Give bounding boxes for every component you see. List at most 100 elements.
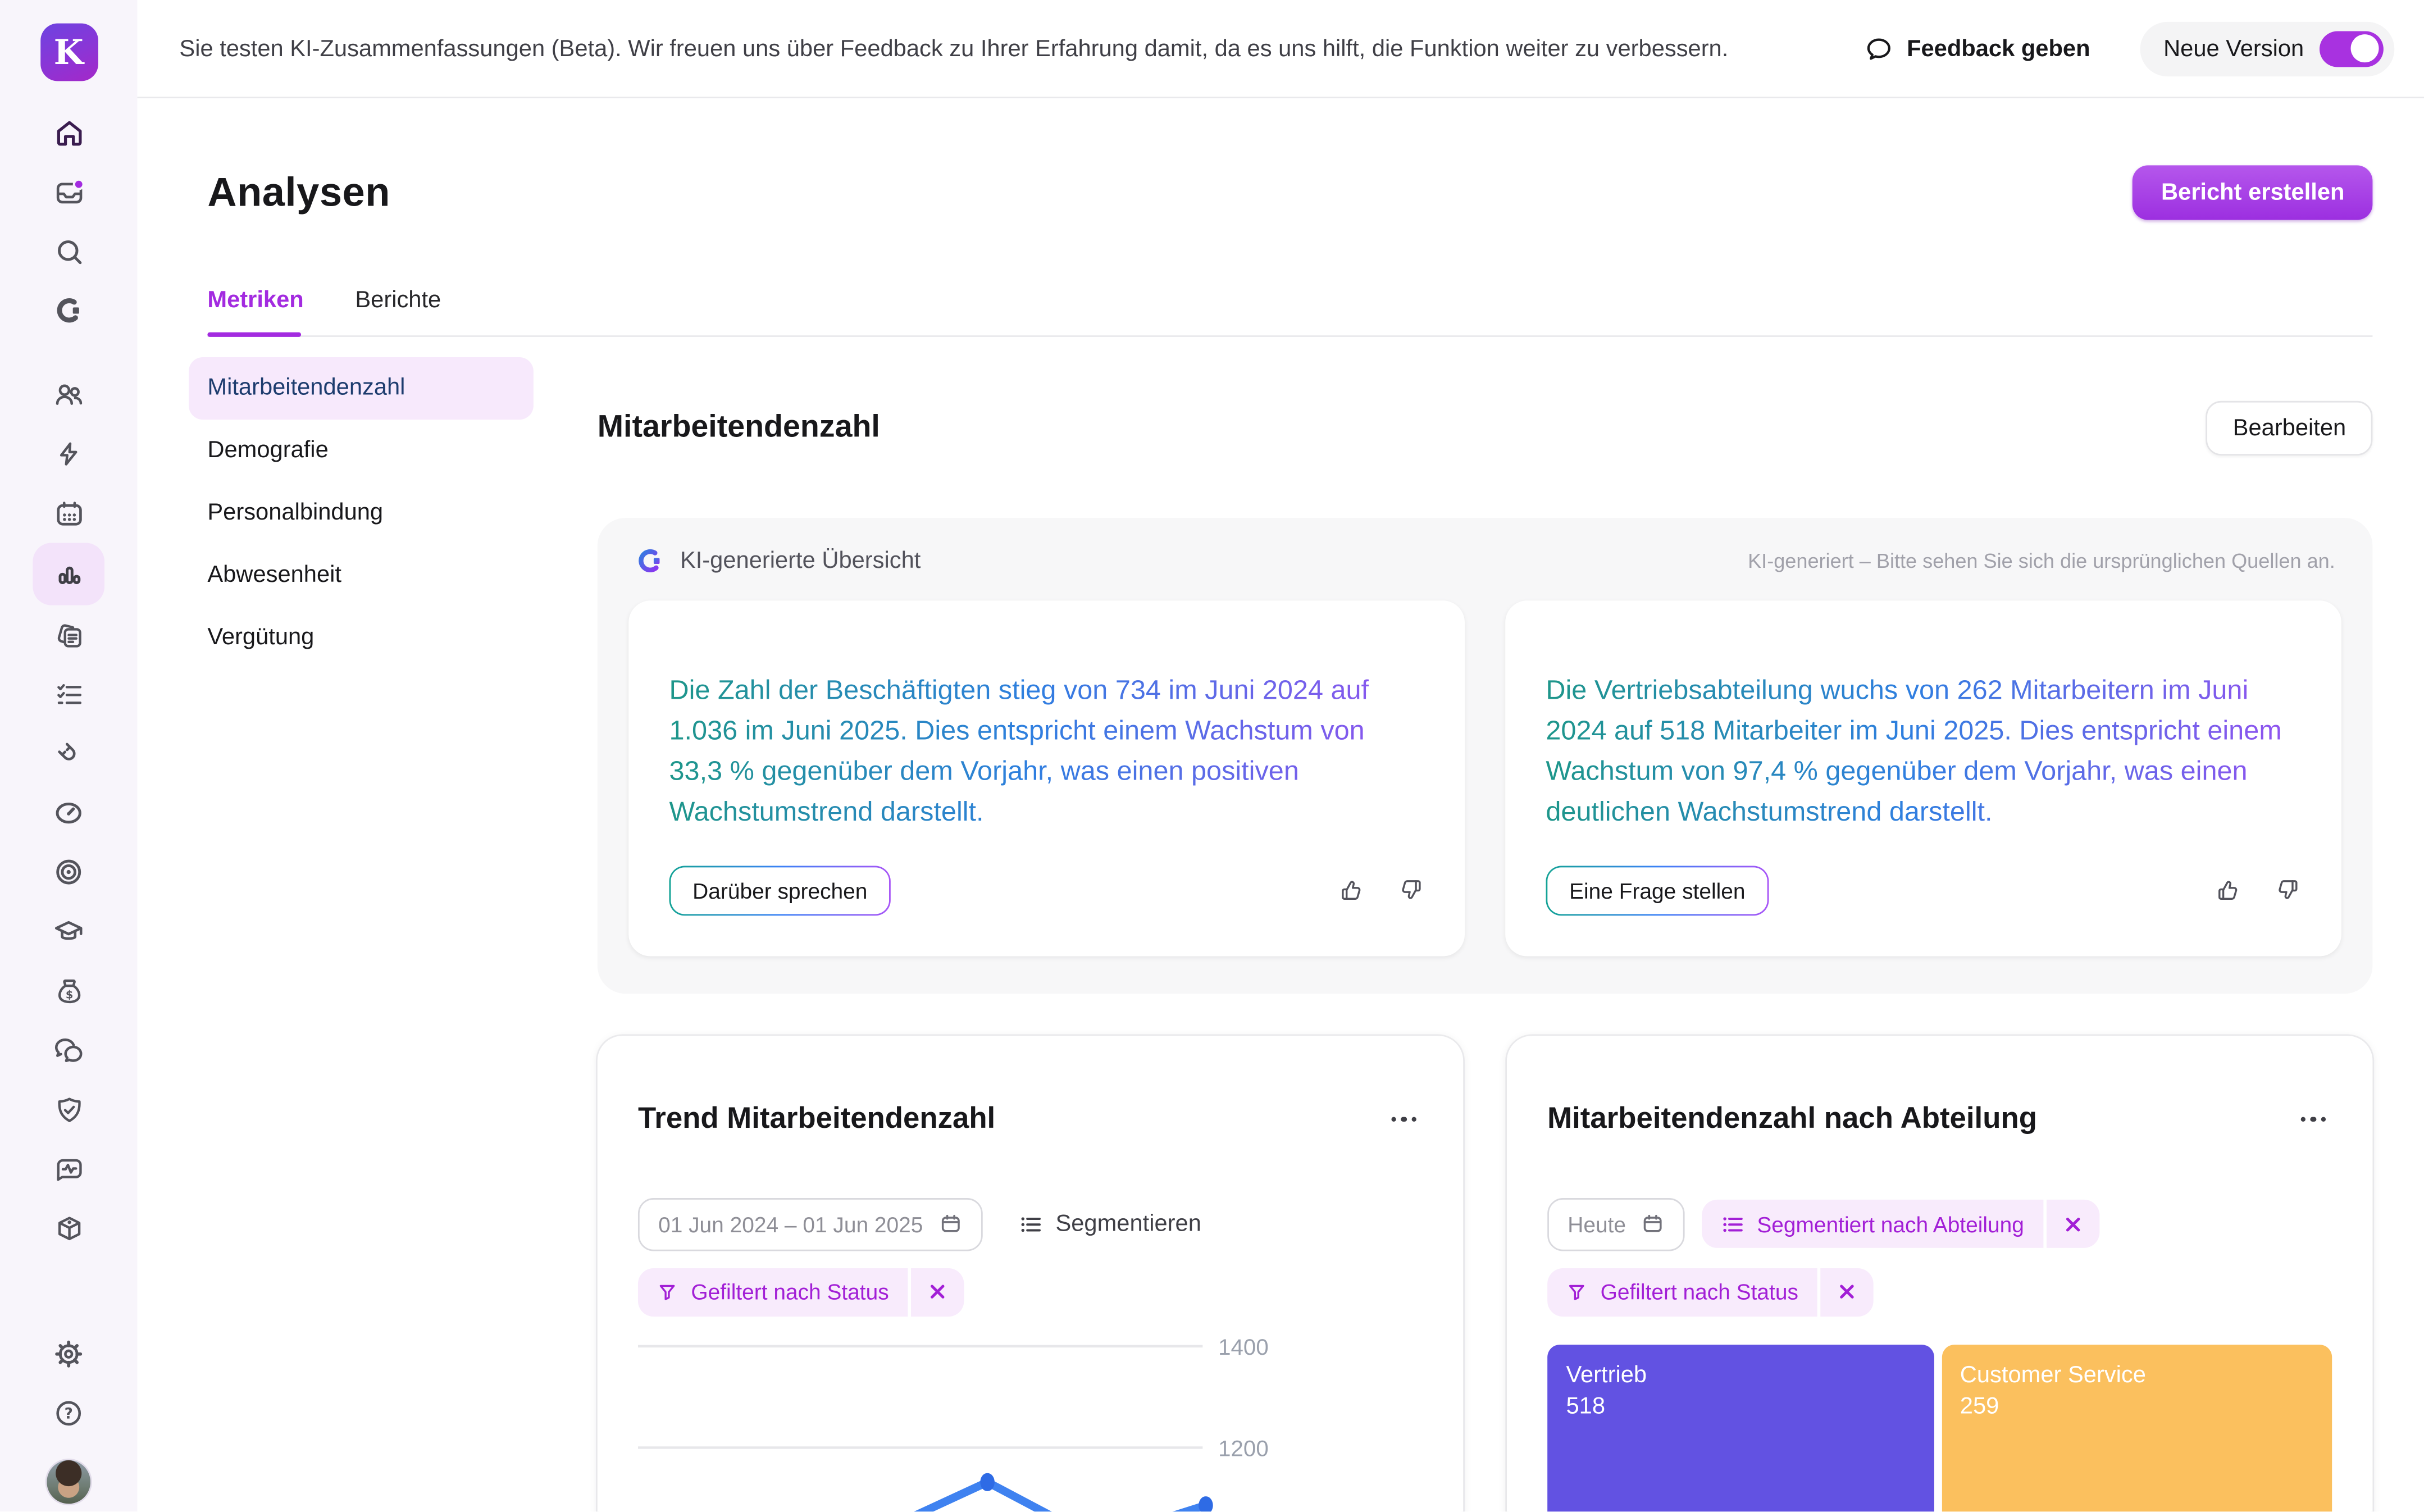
section-title: Mitarbeitendenzahl xyxy=(597,411,880,445)
toggle-knob xyxy=(2350,34,2379,63)
y-axis-tick-label: 1200 xyxy=(1218,1435,1269,1460)
engagement-pulse-icon[interactable] xyxy=(33,1139,104,1199)
integrations-cube-icon[interactable] xyxy=(33,1198,104,1258)
page-title: Analysen xyxy=(207,169,390,216)
ai-assistant-icon[interactable] xyxy=(33,281,104,340)
calendar-icon[interactable] xyxy=(33,484,104,543)
tab-bar: Metriken Berichte xyxy=(207,286,2373,337)
data-point[interactable] xyxy=(1199,1495,1213,1512)
treemap-cell-value: 259 xyxy=(1960,1392,1999,1419)
calendar-icon xyxy=(1644,1214,1662,1232)
settings-gear-icon[interactable] xyxy=(33,1324,104,1384)
segment-chip-department: Segmentiert nach Abteilung xyxy=(1702,1199,2099,1248)
thumbs-up-icon[interactable] xyxy=(1338,877,1365,903)
headcount-by-department-card: Mitarbeitendenzahl nach Abteilung Heute xyxy=(1506,1035,2373,1512)
segment-list-icon xyxy=(1020,1216,1041,1231)
ai-summary-card-headcount: Die Zahl der Beschäftigten stieg von 734… xyxy=(628,600,1465,956)
inbox-icon[interactable] xyxy=(33,162,104,222)
home-icon[interactable] xyxy=(33,103,104,162)
treemap-cell-label: Vertrieb xyxy=(1566,1361,1647,1388)
filter-chip-remove[interactable] xyxy=(910,1267,964,1316)
close-icon xyxy=(930,1285,945,1299)
thumbs-down-icon[interactable] xyxy=(1398,877,1424,903)
filter-chip-label-wrap[interactable]: Gefiltert nach Status xyxy=(637,1267,908,1316)
payroll-moneybag-icon[interactable]: $ xyxy=(33,961,104,1021)
metrics-nav-item-demografie[interactable]: Demografie xyxy=(207,437,329,464)
ai-sparkle-icon xyxy=(639,549,660,572)
sidebar: K xyxy=(0,0,138,1512)
segment-label: Segmentieren xyxy=(1055,1210,1201,1237)
thumbs-down-icon[interactable] xyxy=(2274,877,2300,903)
create-report-button[interactable]: Bericht erstellen xyxy=(2133,166,2373,221)
user-avatar[interactable] xyxy=(45,1458,92,1506)
card-menu-button[interactable] xyxy=(2294,1110,2332,1128)
close-icon xyxy=(1839,1285,1854,1299)
learning-graduation-icon[interactable] xyxy=(33,901,104,961)
help-icon[interactable]: ? xyxy=(33,1384,104,1443)
date-range-picker[interactable]: 01 Jun 2024 – 01 Jun 2025 xyxy=(637,1197,982,1251)
filter-chip-label-wrap[interactable]: Gefiltert nach Status xyxy=(1547,1267,1817,1316)
feedback-label: Feedback geben xyxy=(1907,35,2090,62)
metrics-nav-item-abwesenheit[interactable]: Abwesenheit xyxy=(207,562,341,589)
funnel-icon xyxy=(659,1284,675,1300)
ask-question-button[interactable]: Eine Frage stellen xyxy=(1546,865,1769,915)
analytics-icon[interactable] xyxy=(33,543,105,605)
data-point[interactable] xyxy=(980,1472,995,1491)
active-tab-underline xyxy=(207,332,302,337)
calendar-icon xyxy=(941,1214,959,1232)
conversations-icon[interactable] xyxy=(33,1020,104,1080)
beta-banner-message: Sie testen KI-Zusammenfassungen (Beta). … xyxy=(179,35,1729,62)
segment-button[interactable]: Segmentieren xyxy=(1018,1210,1201,1237)
metrics-nav-item-personalbindung[interactable]: Personalbindung xyxy=(207,499,384,526)
trend-line-chart: 140012001000800 xyxy=(637,1336,1423,1512)
version-toggle[interactable] xyxy=(2319,30,2384,67)
trend-card-title: Trend Mitarbeitendenzahl xyxy=(637,1102,996,1135)
documents-icon[interactable] xyxy=(33,605,104,665)
filter-chip-remove[interactable] xyxy=(1820,1267,1874,1316)
app-logo[interactable]: K xyxy=(39,23,98,81)
close-icon xyxy=(2065,1217,2080,1231)
treemap-cell-customer-service[interactable]: Customer Service 259 xyxy=(1941,1344,2332,1512)
tab-berichte[interactable]: Berichte xyxy=(355,286,441,313)
card-menu-button[interactable] xyxy=(1385,1110,1423,1128)
beta-banner: Sie testen KI-Zusammenfassungen (Beta). … xyxy=(137,0,2424,98)
treemap-cell-vertrieb[interactable]: Vertrieb 518 xyxy=(1547,1344,1935,1512)
filter-chip-status: Gefiltert nach Status xyxy=(1547,1267,1874,1316)
people-icon[interactable] xyxy=(33,365,104,425)
search-icon[interactable] xyxy=(33,221,104,281)
talk-about-it-button[interactable]: Darüber sprechen xyxy=(669,865,891,915)
feedback-button[interactable]: Feedback geben xyxy=(1865,34,2090,63)
ai-summary-card-sales: Die Vertriebsabteilung wuchs von 262 Mit… xyxy=(1505,600,2341,956)
tab-metriken[interactable]: Metriken xyxy=(207,286,304,313)
performance-gauge-icon[interactable] xyxy=(33,783,104,842)
filter-chip-label: Gefiltert nach Status xyxy=(691,1279,889,1304)
goals-target-icon[interactable] xyxy=(33,842,104,902)
svg-text:?: ? xyxy=(65,1405,73,1422)
ai-overview-panel: KI-generierte Übersicht KI-generiert – B… xyxy=(597,518,2373,993)
recruiting-magnet-icon[interactable] xyxy=(33,724,104,784)
date-value: Heute xyxy=(1568,1211,1626,1237)
filter-chip-status: Gefiltert nach Status xyxy=(637,1267,964,1316)
thumbs-up-icon[interactable] xyxy=(2215,877,2241,903)
compliance-shield-icon[interactable] xyxy=(33,1080,104,1139)
automations-icon[interactable] xyxy=(33,424,104,484)
segment-chip-label-wrap[interactable]: Segmentiert nach Abteilung xyxy=(1702,1199,2043,1248)
sidebar-nav: $ xyxy=(0,103,137,1511)
svg-text:$: $ xyxy=(65,987,72,1000)
tasks-icon[interactable] xyxy=(33,664,104,724)
ai-overview-header: KI-generierte Übersicht xyxy=(680,547,921,575)
metrics-nav: Mitarbeitendenzahl Demografie Personalbi… xyxy=(189,357,534,1512)
metrics-nav-item-verguetung[interactable]: Vergütung xyxy=(207,624,315,652)
speech-bubble-icon xyxy=(1867,38,1892,60)
y-axis-tick-label: 1400 xyxy=(1218,1336,1269,1359)
segment-list-icon xyxy=(1724,1216,1743,1231)
date-picker-today[interactable]: Heute xyxy=(1547,1197,1685,1251)
filter-chip-label: Gefiltert nach Status xyxy=(1600,1279,1798,1304)
funnel-icon xyxy=(1569,1284,1584,1300)
metrics-nav-item-mitarbeitendenzahl[interactable]: Mitarbeitendenzahl xyxy=(189,357,534,420)
trend-headcount-card: Trend Mitarbeitendenzahl 01 Jun 2024 – 0… xyxy=(597,1035,1464,1512)
edit-button[interactable]: Bearbeiten xyxy=(2206,401,2373,457)
segment-chip-remove[interactable] xyxy=(2045,1199,2099,1248)
